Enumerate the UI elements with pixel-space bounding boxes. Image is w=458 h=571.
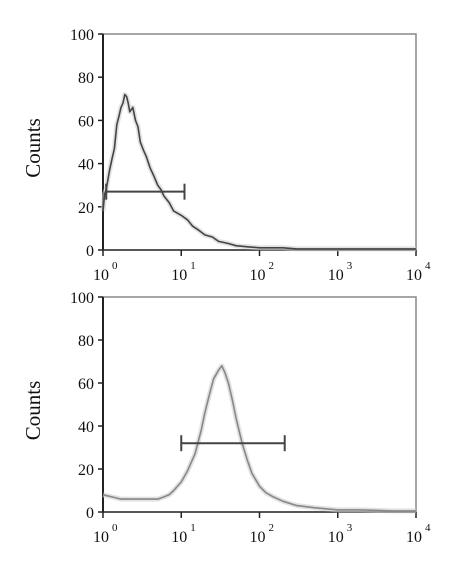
histogram-halo-0	[100, 92, 416, 252]
x-tick-base: 10	[250, 267, 266, 284]
y-tick-label: 60	[78, 376, 94, 393]
x-tick-exponent: 3	[347, 522, 353, 534]
x-tick-exponent: 1	[190, 260, 196, 272]
x-tick-base: 10	[171, 529, 187, 546]
y-axis-label: Counts	[21, 118, 45, 178]
y-tick-label: 0	[86, 243, 94, 260]
histogram-line-0	[102, 93, 416, 250]
x-tick-base: 10	[171, 267, 187, 284]
x-tick-exponent: 4	[425, 522, 431, 534]
x-tick-base: 10	[93, 529, 109, 546]
y-tick-label: 20	[78, 462, 94, 479]
x-tick-exponent: 0	[112, 522, 118, 534]
y-tick-label: 20	[78, 200, 94, 217]
x-tick-base: 10	[406, 267, 422, 284]
y-tick-label: 40	[78, 419, 94, 436]
y-tick-label: 40	[78, 157, 94, 174]
x-tick-exponent: 3	[347, 260, 353, 272]
y-tick-label: 100	[70, 27, 94, 44]
y-tick-label: 0	[86, 505, 94, 522]
x-tick-exponent: 1	[190, 522, 196, 534]
histogram-line-0	[102, 365, 416, 512]
histogram-halo-0	[102, 363, 416, 514]
y-tick-label: 80	[78, 333, 94, 350]
x-tick-exponent: 0	[112, 260, 118, 272]
y-axis-label: Counts	[21, 381, 45, 441]
x-tick-exponent: 2	[269, 260, 275, 272]
y-tick-label: 60	[78, 113, 94, 130]
plot-frame	[102, 296, 417, 513]
x-tick-exponent: 4	[425, 260, 431, 272]
x-tick-base: 10	[250, 529, 266, 546]
y-tick-label: 100	[70, 290, 94, 307]
x-tick-base: 10	[406, 529, 422, 546]
x-tick-base: 10	[328, 267, 344, 284]
plot-frame	[102, 33, 417, 251]
y-tick-label: 80	[78, 70, 94, 87]
x-tick-exponent: 2	[269, 522, 275, 534]
x-tick-base: 10	[328, 529, 344, 546]
x-tick-base: 10	[93, 267, 109, 284]
